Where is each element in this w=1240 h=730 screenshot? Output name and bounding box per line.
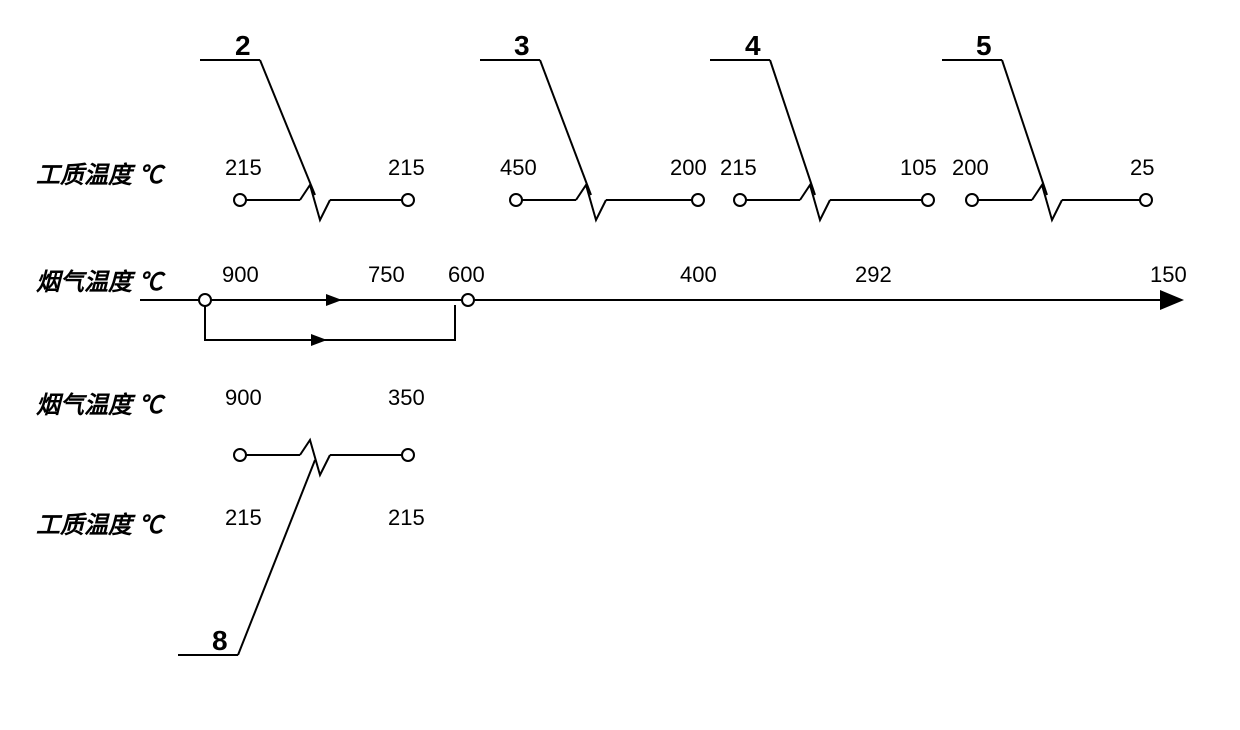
bypass-loop xyxy=(205,305,455,340)
row3-title: 烟气温度 ℃ xyxy=(36,385,163,420)
row1-val-4a: 200 xyxy=(952,155,989,181)
callout-top-2: 3 xyxy=(514,30,530,62)
row3-val-1: 900 xyxy=(225,385,262,411)
row1-val-3b: 105 xyxy=(900,155,937,181)
row2-val-2: 750 xyxy=(368,262,405,288)
row2-val-3: 600 xyxy=(448,262,485,288)
callout-bottom: 8 xyxy=(212,625,228,657)
diagram-svg xyxy=(0,0,1240,730)
hx-symbol-1 xyxy=(234,185,414,220)
callout-top-4: 5 xyxy=(976,30,992,62)
hx-symbol-3 xyxy=(734,185,934,220)
row1-val-1b: 215 xyxy=(388,155,425,181)
row2-val-4: 400 xyxy=(680,262,717,288)
hx-symbol-4 xyxy=(966,185,1152,220)
hx-symbol-bottom xyxy=(234,440,414,475)
callout-top-1: 2 xyxy=(235,30,251,62)
callout-leader-8 xyxy=(178,460,315,655)
row2-val-1: 900 xyxy=(222,262,259,288)
row2-val-6: 150 xyxy=(1150,262,1187,288)
row1-val-2b: 200 xyxy=(670,155,707,181)
row1-title: 工质温度 ℃ xyxy=(36,155,163,190)
row1-val-2a: 450 xyxy=(500,155,537,181)
row1-val-4b: 25 xyxy=(1130,155,1154,181)
row4-val-1b: 215 xyxy=(388,505,425,531)
row2-title: 烟气温度 ℃ xyxy=(36,262,163,297)
hx-symbol-2 xyxy=(510,185,704,220)
row4-title: 工质温度 ℃ xyxy=(36,505,163,540)
row2-val-5: 292 xyxy=(855,262,892,288)
row4-val-1a: 215 xyxy=(225,505,262,531)
callout-top-3: 4 xyxy=(745,30,761,62)
row3-val-2: 350 xyxy=(388,385,425,411)
row1-val-3a: 215 xyxy=(720,155,757,181)
row1-val-1a: 215 xyxy=(225,155,262,181)
main-gas-line xyxy=(140,294,1180,306)
